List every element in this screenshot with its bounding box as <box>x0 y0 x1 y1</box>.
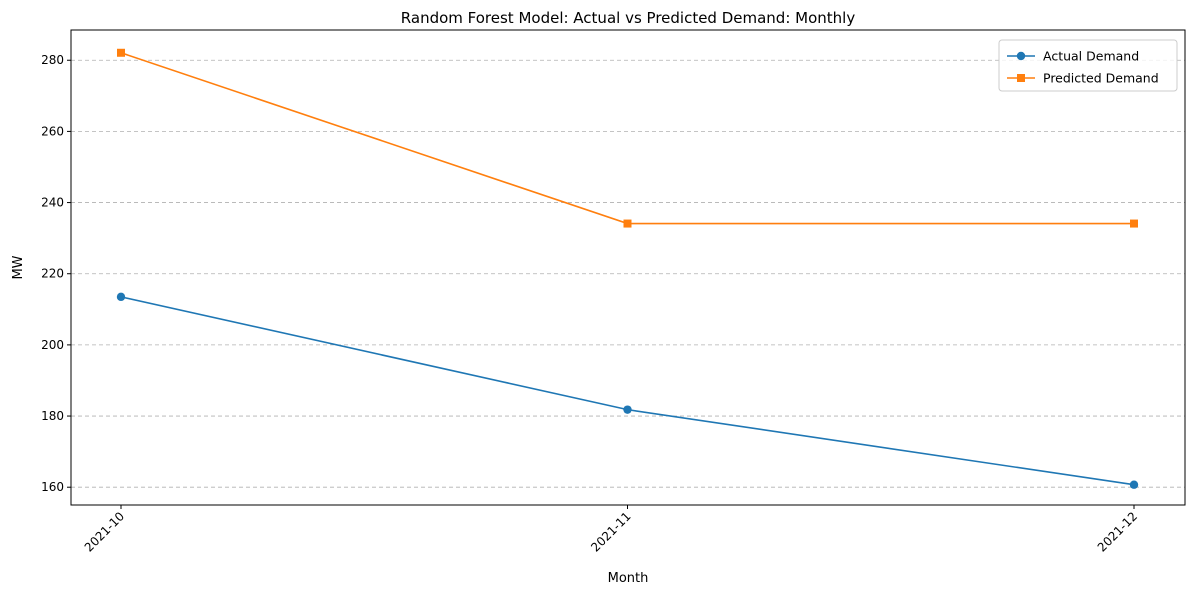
series-line <box>120 52 1134 225</box>
x-tick-label: 2021-12 <box>1095 509 1140 554</box>
y-tick-label: 160 <box>41 480 64 494</box>
legend-item: Actual Demand <box>1007 49 1139 64</box>
x-tick-label: 2021-10 <box>82 509 127 554</box>
legend: Actual Demand Predicted Demand <box>998 39 1178 92</box>
y-axis-title: MW <box>11 255 26 279</box>
data-point <box>623 219 632 228</box>
y-axis-ticks: 160 180 200 220 240 260 280 <box>41 53 71 494</box>
grid <box>71 59 1185 488</box>
data-point <box>1129 480 1139 489</box>
y-tick-label: 200 <box>41 338 64 352</box>
y-tick-label: 260 <box>41 124 64 138</box>
plot-frame <box>70 29 1186 506</box>
y-tick-label: 240 <box>41 196 64 210</box>
legend-swatch-marker <box>1017 74 1025 82</box>
legend-box <box>998 39 1178 92</box>
series-actual-demand <box>116 292 1139 489</box>
x-axis-title: Month <box>608 571 649 586</box>
series-layer <box>116 48 1139 489</box>
legend-label: Actual Demand <box>1043 49 1139 64</box>
y-tick-label: 220 <box>41 267 64 281</box>
legend-label: Predicted Demand <box>1043 71 1159 86</box>
x-tick-label: 2021-11 <box>588 509 633 554</box>
data-point <box>116 292 126 302</box>
data-point <box>1130 219 1138 228</box>
data-point <box>117 48 125 57</box>
y-tick-label: 180 <box>41 409 64 423</box>
series-predicted-demand <box>117 48 1138 228</box>
data-point <box>623 405 632 414</box>
legend-swatch-marker <box>1016 51 1026 61</box>
chart-title: Random Forest Model: Actual vs Predicted… <box>401 9 856 27</box>
series-line <box>120 296 1135 486</box>
x-axis-ticks: 2021-10 2021-11 2021-12 <box>82 505 1140 555</box>
legend-item: Predicted Demand <box>1007 71 1159 86</box>
y-tick-label: 280 <box>41 53 64 67</box>
